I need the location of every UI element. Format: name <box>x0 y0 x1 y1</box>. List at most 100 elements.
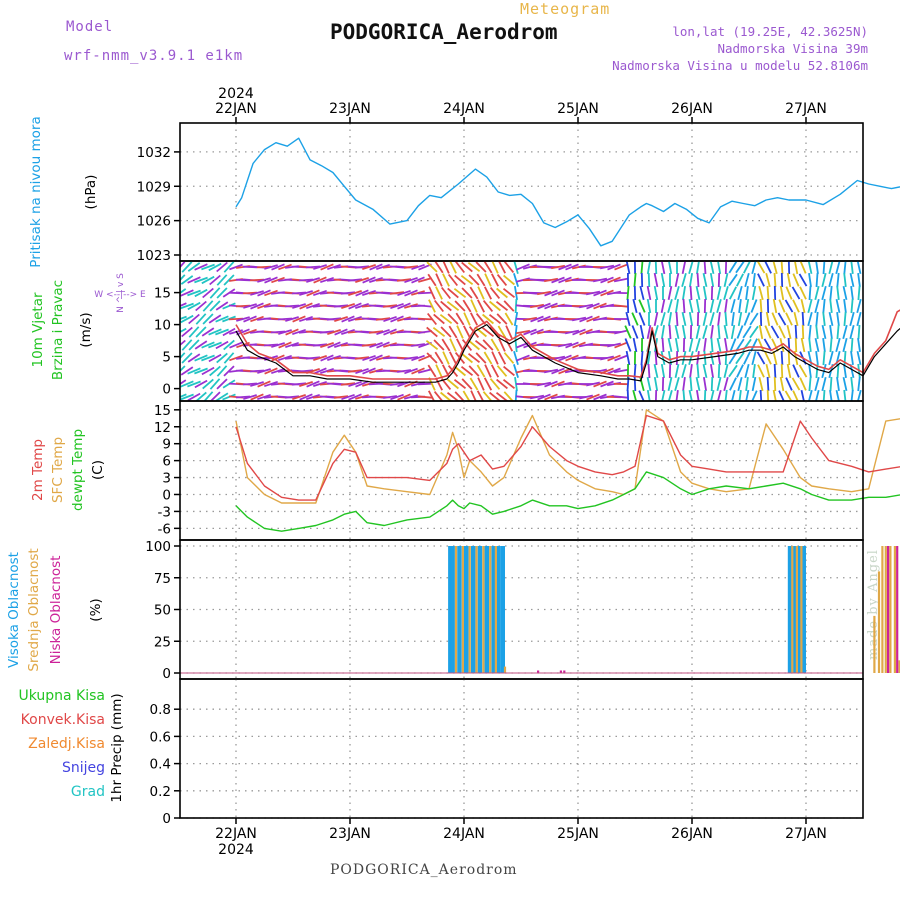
wind-arrow <box>428 286 436 300</box>
wind-axis-title: 10m Vjetar <box>30 292 46 367</box>
wind-arrow <box>798 364 808 378</box>
wind-arrow <box>791 377 801 391</box>
wind-arrow <box>784 299 794 313</box>
wind-arrow <box>497 325 507 339</box>
wind-arrow <box>758 285 764 301</box>
wind-arrow <box>586 393 600 401</box>
wind-arrow <box>558 354 572 362</box>
cloud-bar-high <box>796 546 802 673</box>
wind-arrow <box>503 274 515 286</box>
wind-arrow <box>808 389 813 401</box>
wind-arrow <box>180 365 186 373</box>
wind-arrow <box>481 326 495 338</box>
wind-arrow <box>758 376 764 392</box>
temp-2m-line <box>235 414 900 501</box>
wind-arrow <box>661 390 666 401</box>
wind-arrow <box>842 324 848 340</box>
wind-arrow <box>624 325 632 339</box>
cloud-bar-mid <box>791 546 794 673</box>
wind-arrow <box>417 291 433 295</box>
wind-arrow <box>513 364 519 378</box>
wind-arrow <box>489 287 501 299</box>
date-label-top: 24JAN <box>443 101 485 117</box>
wind-arrow <box>489 391 501 401</box>
wind-arrow <box>729 377 737 391</box>
wind-arrow <box>702 285 708 301</box>
wind-gust-line <box>235 309 900 380</box>
wind-arrow <box>369 354 383 362</box>
wind-arrow <box>710 324 714 340</box>
wind-arrow <box>503 261 515 273</box>
wind-arrow <box>427 273 437 287</box>
wind-arrow <box>447 313 459 325</box>
wind-arrow <box>468 326 480 338</box>
wind-arrow <box>187 289 201 297</box>
wind-arrow <box>195 391 207 401</box>
wind-arrow <box>689 272 693 288</box>
wind-arrow <box>607 342 621 348</box>
wind-arrow <box>675 298 679 314</box>
wind-arrow <box>675 389 679 401</box>
wind-arrow <box>843 311 847 327</box>
wind-arrow <box>503 300 515 312</box>
wind-arrow <box>579 394 593 400</box>
wind-arrow <box>496 287 508 299</box>
wind-arrow <box>484 286 492 300</box>
wind-arrow <box>792 273 800 287</box>
cloud-bar-high <box>450 546 455 673</box>
wind-arrow <box>551 289 565 297</box>
wind-arrow <box>229 354 243 362</box>
wind-arrow <box>305 265 321 269</box>
cloud-bar-low <box>559 670 562 673</box>
wind-arrow <box>453 287 467 299</box>
cloud-bar-high <box>484 546 490 673</box>
wind-arrow <box>397 289 411 297</box>
wind-arrow <box>355 289 369 297</box>
wind-arrow <box>856 298 862 314</box>
wind-arrow <box>180 288 187 295</box>
wind-arrow <box>313 276 327 284</box>
wind-arrow <box>461 287 473 299</box>
wind-arrow <box>426 312 438 326</box>
wind-arrow <box>440 286 452 300</box>
wind-arrow <box>341 315 355 323</box>
wind-arrow <box>749 325 759 339</box>
wind-arrow <box>348 290 362 296</box>
wind-arrow <box>640 261 644 275</box>
wind-arrow <box>779 376 785 392</box>
wind-arrow <box>728 364 738 378</box>
wind-arrow <box>653 272 659 288</box>
wind-arrow <box>661 324 665 340</box>
wind-arrow <box>723 286 729 300</box>
wind-arrow <box>278 263 292 271</box>
wind-arrow <box>751 285 757 301</box>
wind-arrow <box>537 302 551 310</box>
wind-arrow <box>271 276 285 284</box>
wind-arrow <box>417 330 433 334</box>
wind-arrow <box>660 272 666 288</box>
wind-arrow <box>306 380 320 388</box>
wind-arrow <box>625 350 631 366</box>
y-tick-label: 15 <box>154 286 171 302</box>
wind-arrow <box>653 285 659 301</box>
wind-arrow <box>201 354 215 362</box>
wind-arrow <box>187 380 201 388</box>
wind-arrow <box>390 393 404 401</box>
date-label-top: 23JAN <box>329 101 371 117</box>
cloud-bar-low <box>563 670 566 673</box>
wind-arrow <box>835 337 841 353</box>
wind-arrow <box>292 303 306 309</box>
y-tick-label: 0.8 <box>150 702 171 718</box>
cloud-bar-mid <box>795 546 798 673</box>
cloud-unit-label: (%) <box>88 598 104 621</box>
wind-arrow <box>742 325 752 339</box>
wind-arrow <box>695 325 701 339</box>
wind-arrow <box>801 311 805 327</box>
wind-arrow <box>442 273 450 287</box>
wind-arrow <box>593 302 607 310</box>
wind-arrow <box>271 342 285 348</box>
wind-arrow <box>476 273 486 287</box>
wind-arrow <box>306 277 320 283</box>
wind-arrow <box>411 367 425 375</box>
wind-arrow <box>850 285 854 301</box>
